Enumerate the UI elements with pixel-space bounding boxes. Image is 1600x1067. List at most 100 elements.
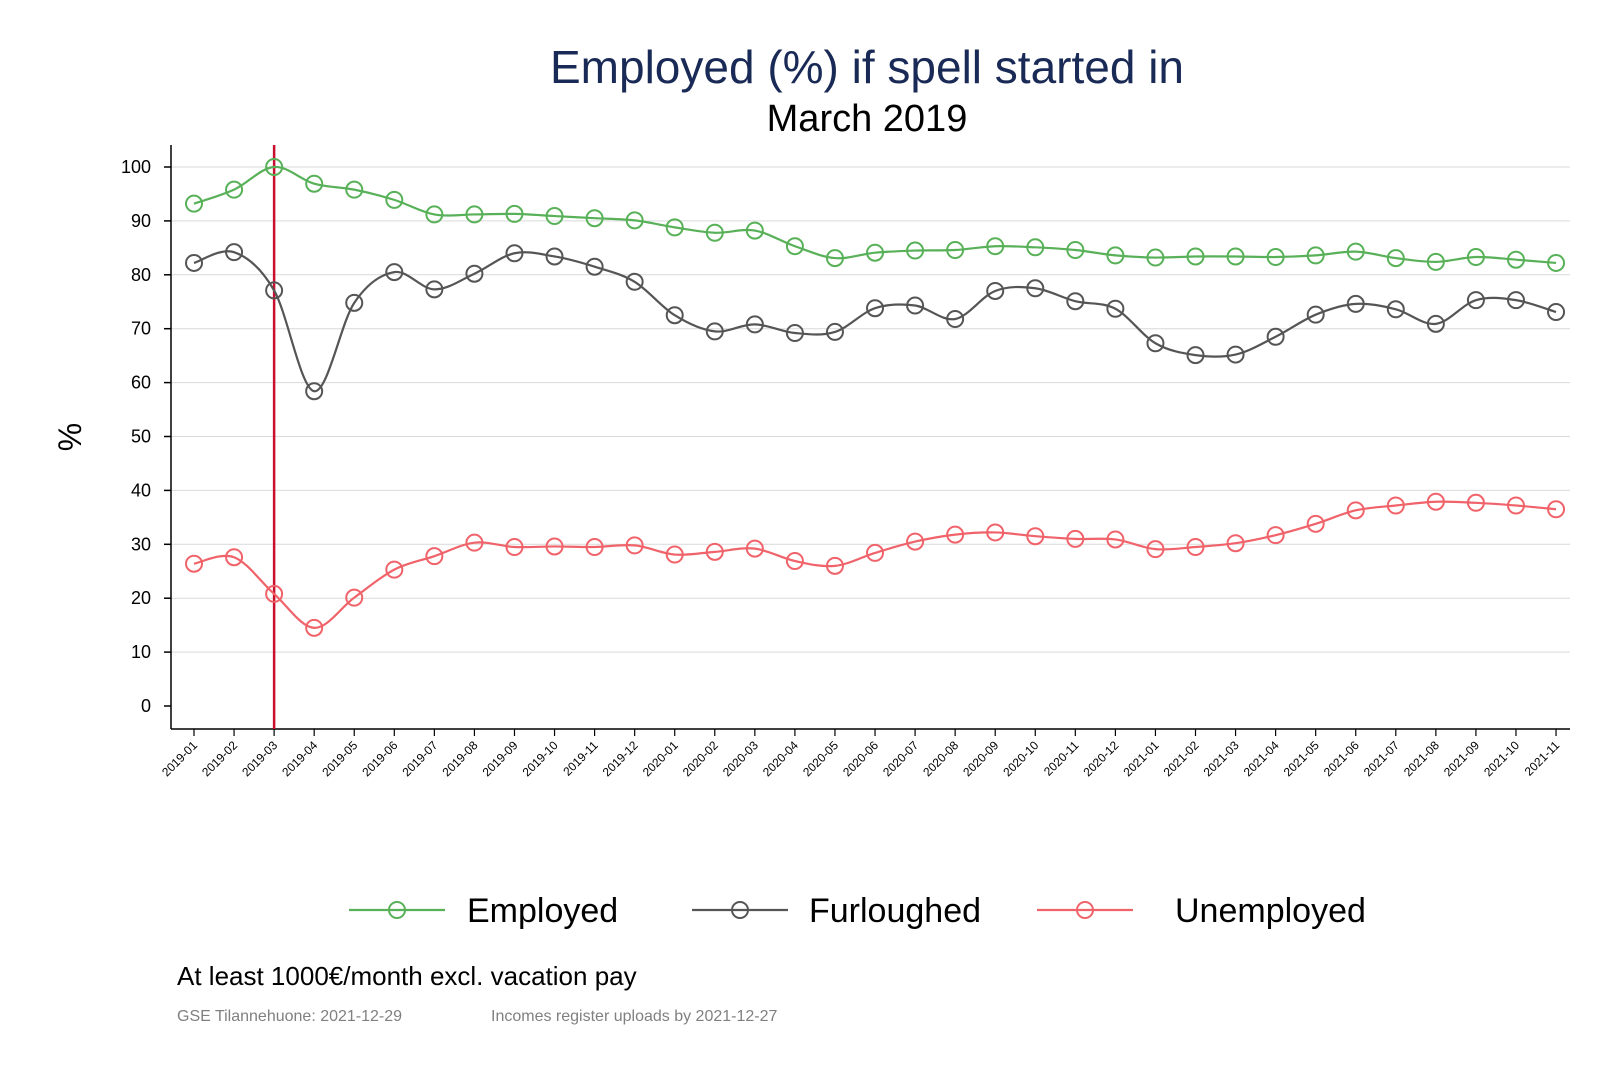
series-group (185, 158, 1566, 637)
series-line-furloughed (193, 250, 1557, 393)
y-tick-label: 90 (131, 211, 151, 231)
data-point-furloughed (1226, 345, 1245, 364)
data-point-unemployed (1386, 496, 1405, 515)
data-point-employed (425, 205, 444, 224)
data-point-unemployed (225, 548, 244, 567)
data-point-furloughed (825, 322, 844, 341)
x-tick-label: 2020-11 (1041, 738, 1082, 779)
data-point-employed (1026, 238, 1045, 257)
y-tick-label: 80 (131, 265, 151, 285)
x-tick-label: 2021-04 (1241, 738, 1282, 779)
data-point-employed (1426, 252, 1445, 271)
data-point-unemployed (986, 523, 1005, 542)
data-point-furloughed (1026, 279, 1045, 298)
data-point-unemployed (1506, 496, 1525, 515)
data-point-unemployed (185, 554, 203, 573)
x-tick-label: 2021-05 (1281, 738, 1322, 779)
x-tick-label: 2019-02 (199, 738, 240, 779)
data-point-employed (705, 223, 724, 242)
x-tick-label: 2020-09 (960, 738, 1001, 779)
data-point-employed (305, 174, 324, 193)
data-point-employed (1506, 250, 1525, 269)
y-tick-label: 100 (121, 157, 151, 177)
data-point-employed (785, 237, 804, 256)
data-point-employed (745, 221, 764, 240)
data-point-furloughed (625, 272, 644, 291)
data-point-unemployed (906, 532, 925, 551)
y-tick-label: 0 (141, 696, 151, 716)
data-point-furloughed (745, 315, 764, 334)
legend-marker-furloughed (731, 901, 749, 919)
data-point-furloughed (385, 263, 404, 282)
data-point-unemployed (1346, 501, 1365, 520)
data-point-employed (265, 158, 284, 176)
data-point-furloughed (345, 293, 364, 312)
data-point-unemployed (1146, 540, 1165, 559)
data-point-furloughed (946, 309, 965, 328)
data-point-unemployed (505, 537, 524, 556)
series-line-unemployed (193, 500, 1557, 629)
data-point-employed (1226, 247, 1245, 266)
x-tick-label: 2020-04 (760, 738, 801, 779)
data-point-unemployed (745, 539, 764, 558)
data-point-employed (1466, 248, 1485, 267)
data-point-furloughed (1066, 292, 1085, 311)
data-point-furloughed (1266, 327, 1285, 346)
data-point-unemployed (665, 545, 684, 564)
y-tick-label: 50 (131, 427, 151, 447)
x-tick-label: 2019-04 (279, 738, 320, 779)
data-point-employed (385, 190, 404, 209)
data-point-furloughed (225, 243, 244, 262)
chart-subtitle: March 2019 (767, 98, 968, 140)
data-point-furloughed (1186, 346, 1205, 365)
data-point-unemployed (625, 536, 644, 555)
x-axis: 2019-01 2019-02 2019-03 2019-04 2019-05 2019-… (159, 728, 1570, 779)
data-point-furloughed (545, 247, 564, 266)
x-tick-label: 2021-01 (1121, 738, 1162, 779)
x-tick-label: 2021-08 (1401, 738, 1442, 779)
data-point-furloughed (1106, 299, 1125, 318)
x-tick-label: 2021-02 (1161, 738, 1202, 779)
data-point-furloughed (785, 324, 804, 343)
source-left: GSE Tilannehuone: 2021-12-29 (177, 1008, 402, 1025)
data-point-unemployed (305, 618, 324, 637)
data-point-employed (946, 241, 965, 260)
x-tick-label: 2020-08 (920, 738, 961, 779)
x-tick-label: 2020-07 (880, 738, 921, 779)
legend-label-employed: Employed (467, 892, 618, 930)
x-tick-label: 2021-07 (1361, 738, 1402, 779)
x-tick-label: 2019-09 (480, 738, 521, 779)
data-point-furloughed (305, 382, 324, 401)
data-point-employed (1186, 247, 1205, 266)
legend: Employed Furloughed Unemployed (349, 892, 1366, 930)
x-tick-label: 2019-10 (520, 738, 561, 779)
series-line-employed (193, 165, 1557, 265)
y-axis: 0 10 20 30 40 50 60 70 80 90 100 (121, 145, 172, 729)
y-tick-label: 70 (131, 319, 151, 339)
data-point-employed (225, 180, 244, 199)
data-point-unemployed (1186, 537, 1205, 556)
data-point-unemployed (585, 537, 604, 556)
data-point-unemployed (265, 584, 284, 603)
y-tick-label: 20 (131, 588, 151, 608)
data-point-unemployed (1306, 514, 1325, 533)
data-point-furloughed (1426, 314, 1445, 333)
x-tick-label: 2020-05 (800, 738, 841, 779)
data-point-unemployed (1547, 500, 1566, 519)
data-point-furloughed (585, 257, 604, 276)
data-point-employed (545, 207, 564, 226)
x-tick-label: 2019-08 (439, 738, 480, 779)
data-point-furloughed (1506, 291, 1525, 310)
y-tick-label: 40 (131, 480, 151, 500)
data-point-employed (1346, 242, 1365, 261)
x-tick-label: 2021-03 (1201, 738, 1242, 779)
data-point-employed (585, 209, 604, 228)
data-point-unemployed (1226, 534, 1245, 553)
data-point-unemployed (385, 560, 404, 579)
data-point-furloughed (705, 322, 724, 341)
data-point-furloughed (1306, 305, 1325, 324)
data-point-employed (465, 205, 484, 224)
data-point-furloughed (866, 299, 885, 318)
x-tick-label: 2019-12 (600, 738, 641, 779)
